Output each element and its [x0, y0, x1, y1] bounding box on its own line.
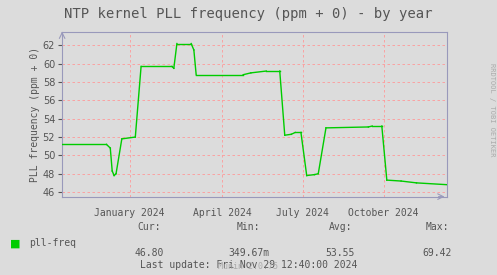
Text: Munin 2.0.75: Munin 2.0.75 [219, 262, 278, 271]
Y-axis label: PLL frequency (ppm + 0): PLL frequency (ppm + 0) [30, 46, 40, 182]
Text: 46.80: 46.80 [134, 248, 164, 257]
Text: Last update: Fri Nov 29 12:40:00 2024: Last update: Fri Nov 29 12:40:00 2024 [140, 260, 357, 270]
Text: pll-freq: pll-freq [29, 238, 76, 248]
Text: Max:: Max: [425, 222, 449, 232]
Text: 349.67m: 349.67m [228, 248, 269, 257]
Text: 53.55: 53.55 [326, 248, 355, 257]
Text: April 2024: April 2024 [193, 208, 251, 218]
Text: ■: ■ [10, 238, 20, 248]
Text: RRDTOOL / TOBI OETIKER: RRDTOOL / TOBI OETIKER [489, 63, 495, 157]
Text: January 2024: January 2024 [94, 208, 165, 218]
Text: 69.42: 69.42 [422, 248, 452, 257]
Text: Min:: Min: [237, 222, 260, 232]
Text: October 2024: October 2024 [348, 208, 419, 218]
Text: Cur:: Cur: [137, 222, 161, 232]
Text: July 2024: July 2024 [276, 208, 330, 218]
Text: Avg:: Avg: [329, 222, 352, 232]
Text: NTP kernel PLL frequency (ppm + 0) - by year: NTP kernel PLL frequency (ppm + 0) - by … [64, 7, 433, 21]
